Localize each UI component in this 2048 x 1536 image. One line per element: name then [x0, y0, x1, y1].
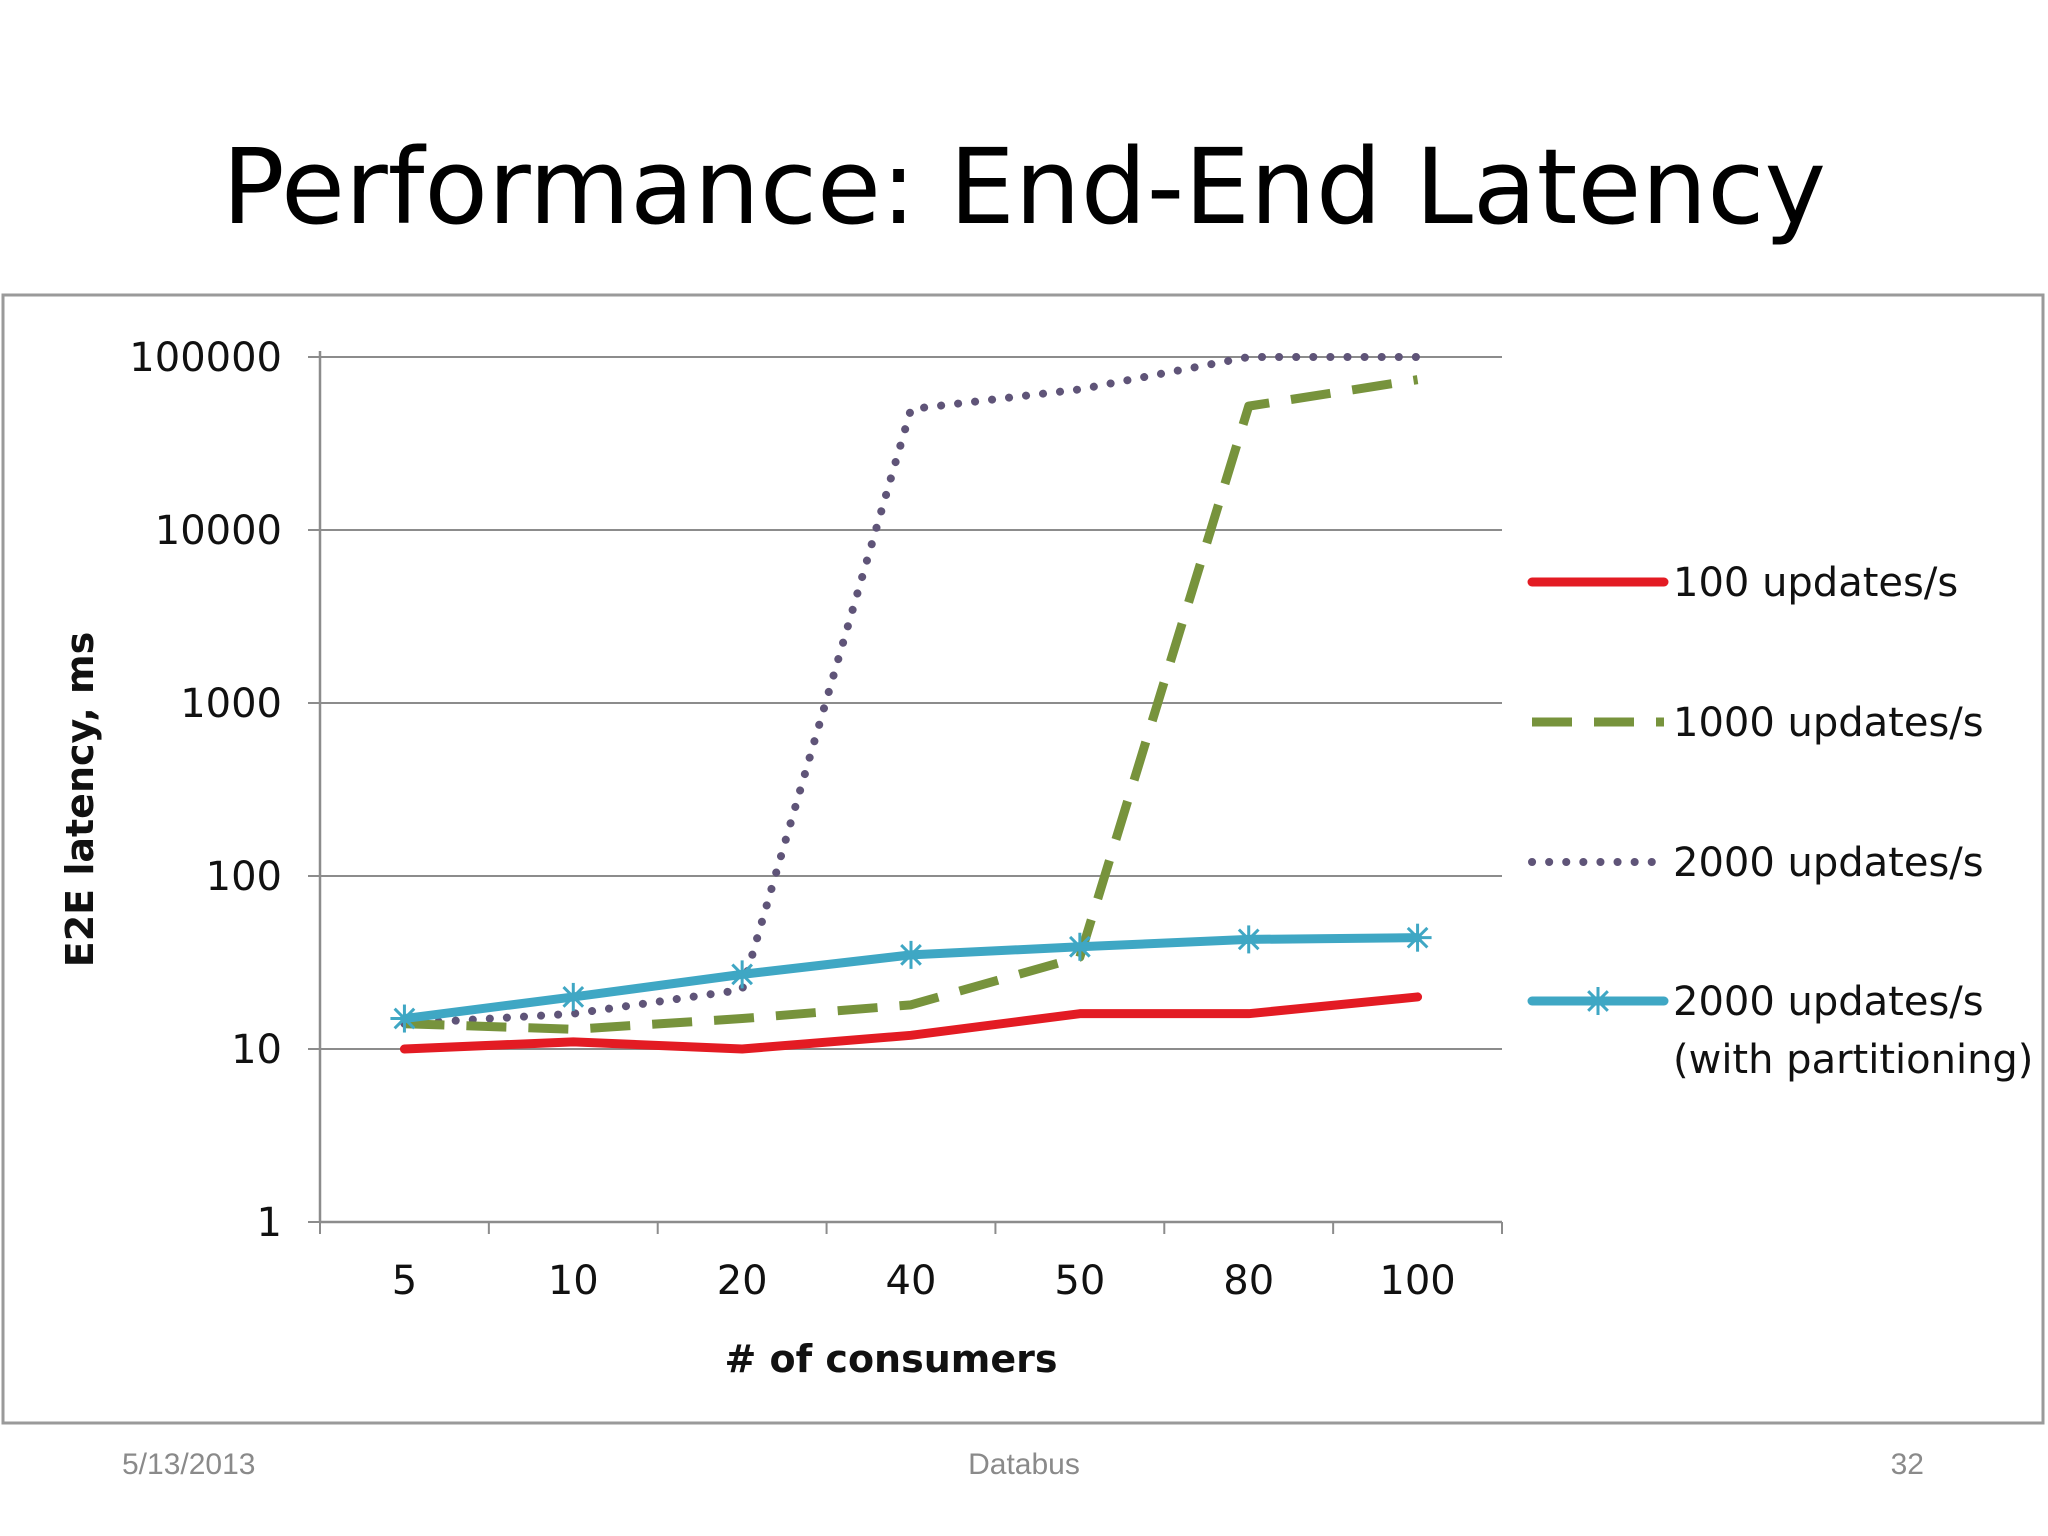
x-tick-label: 80 — [1223, 1258, 1274, 1304]
x-tick-label: 10 — [548, 1258, 599, 1304]
x-axis-title: # of consumers — [724, 1337, 1057, 1381]
data-point-marker — [1065, 932, 1094, 961]
y-tick-label: 100 — [206, 854, 282, 900]
x-tick-label: 5 — [392, 1258, 417, 1304]
y-tick-label: 100000 — [129, 335, 282, 381]
footer-title: Databus — [968, 1448, 1080, 1481]
legend-label-1: 100 updates/s — [1673, 560, 1958, 606]
data-point-marker — [897, 940, 925, 969]
star-stroke — [562, 986, 585, 1008]
star-stroke — [1406, 926, 1429, 949]
x-tick-label: 40 — [886, 1258, 937, 1304]
star-stroke — [900, 944, 922, 966]
chart-frame — [1, 293, 2045, 1425]
star-stroke — [1587, 990, 1609, 1012]
y-tick-label: 10 — [231, 1027, 282, 1073]
data-point-marker — [1584, 987, 1612, 1015]
chart: 1 10 100 1000 10000 100000 5 10 20 40 50 80 100 # of … — [1, 293, 2045, 1425]
data-point-marker — [728, 960, 757, 989]
slide-title: Performance: End-End Latency — [221, 126, 1827, 248]
x-tick-label: 50 — [1054, 1258, 1105, 1304]
data-point-marker — [559, 982, 588, 1011]
legend-label-4: (with partitioning) — [1673, 1037, 2033, 1083]
y-axis-title: E2E latency, ms — [58, 632, 102, 967]
y-tick-label: 1 — [257, 1200, 282, 1246]
legend-label-2: 1000 updates/s — [1673, 700, 1984, 746]
x-tick-label: 100 — [1379, 1258, 1455, 1304]
page-number: 32 — [1890, 1448, 1924, 1481]
star-stroke — [1237, 928, 1260, 951]
data-point-marker — [390, 1004, 419, 1033]
legend-label-4: 2000 updates/s — [1673, 979, 1984, 1025]
footer-date: 5/13/2013 — [122, 1448, 256, 1481]
data-point-marker — [1403, 923, 1432, 952]
x-tick-label: 20 — [717, 1258, 768, 1304]
legend-label-3: 2000 updates/s — [1673, 840, 1984, 886]
star-stroke — [1068, 935, 1091, 958]
star-stroke — [731, 963, 754, 986]
y-tick-label: 10000 — [155, 508, 282, 554]
y-tick-label: 1000 — [180, 681, 282, 727]
data-point-marker — [1234, 925, 1263, 954]
star-stroke — [393, 1007, 416, 1030]
